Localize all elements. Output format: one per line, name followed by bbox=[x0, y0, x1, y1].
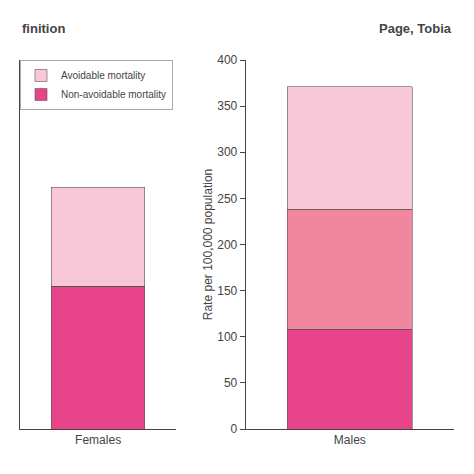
svg-text:250: 250 bbox=[217, 192, 237, 206]
svg-text:Avoidable mortality: Avoidable mortality bbox=[61, 70, 145, 81]
svg-text:200: 200 bbox=[217, 238, 237, 252]
svg-text:Page, Tobia: Page, Tobia bbox=[379, 21, 452, 36]
svg-text:Males: Males bbox=[334, 433, 366, 447]
svg-text:150: 150 bbox=[217, 284, 237, 298]
svg-text:100: 100 bbox=[217, 330, 237, 344]
svg-text:400: 400 bbox=[217, 53, 237, 67]
svg-text:Rate per 100,000 population: Rate per 100,000 population bbox=[201, 169, 215, 320]
svg-text:finition: finition bbox=[22, 21, 65, 36]
svg-text:350: 350 bbox=[217, 99, 237, 113]
svg-text:50: 50 bbox=[224, 376, 238, 390]
svg-text:Non-avoidable mortality: Non-avoidable mortality bbox=[61, 89, 166, 100]
svg-text:Females: Females bbox=[75, 433, 121, 447]
svg-text:300: 300 bbox=[217, 145, 237, 159]
svg-text:0: 0 bbox=[231, 422, 238, 436]
